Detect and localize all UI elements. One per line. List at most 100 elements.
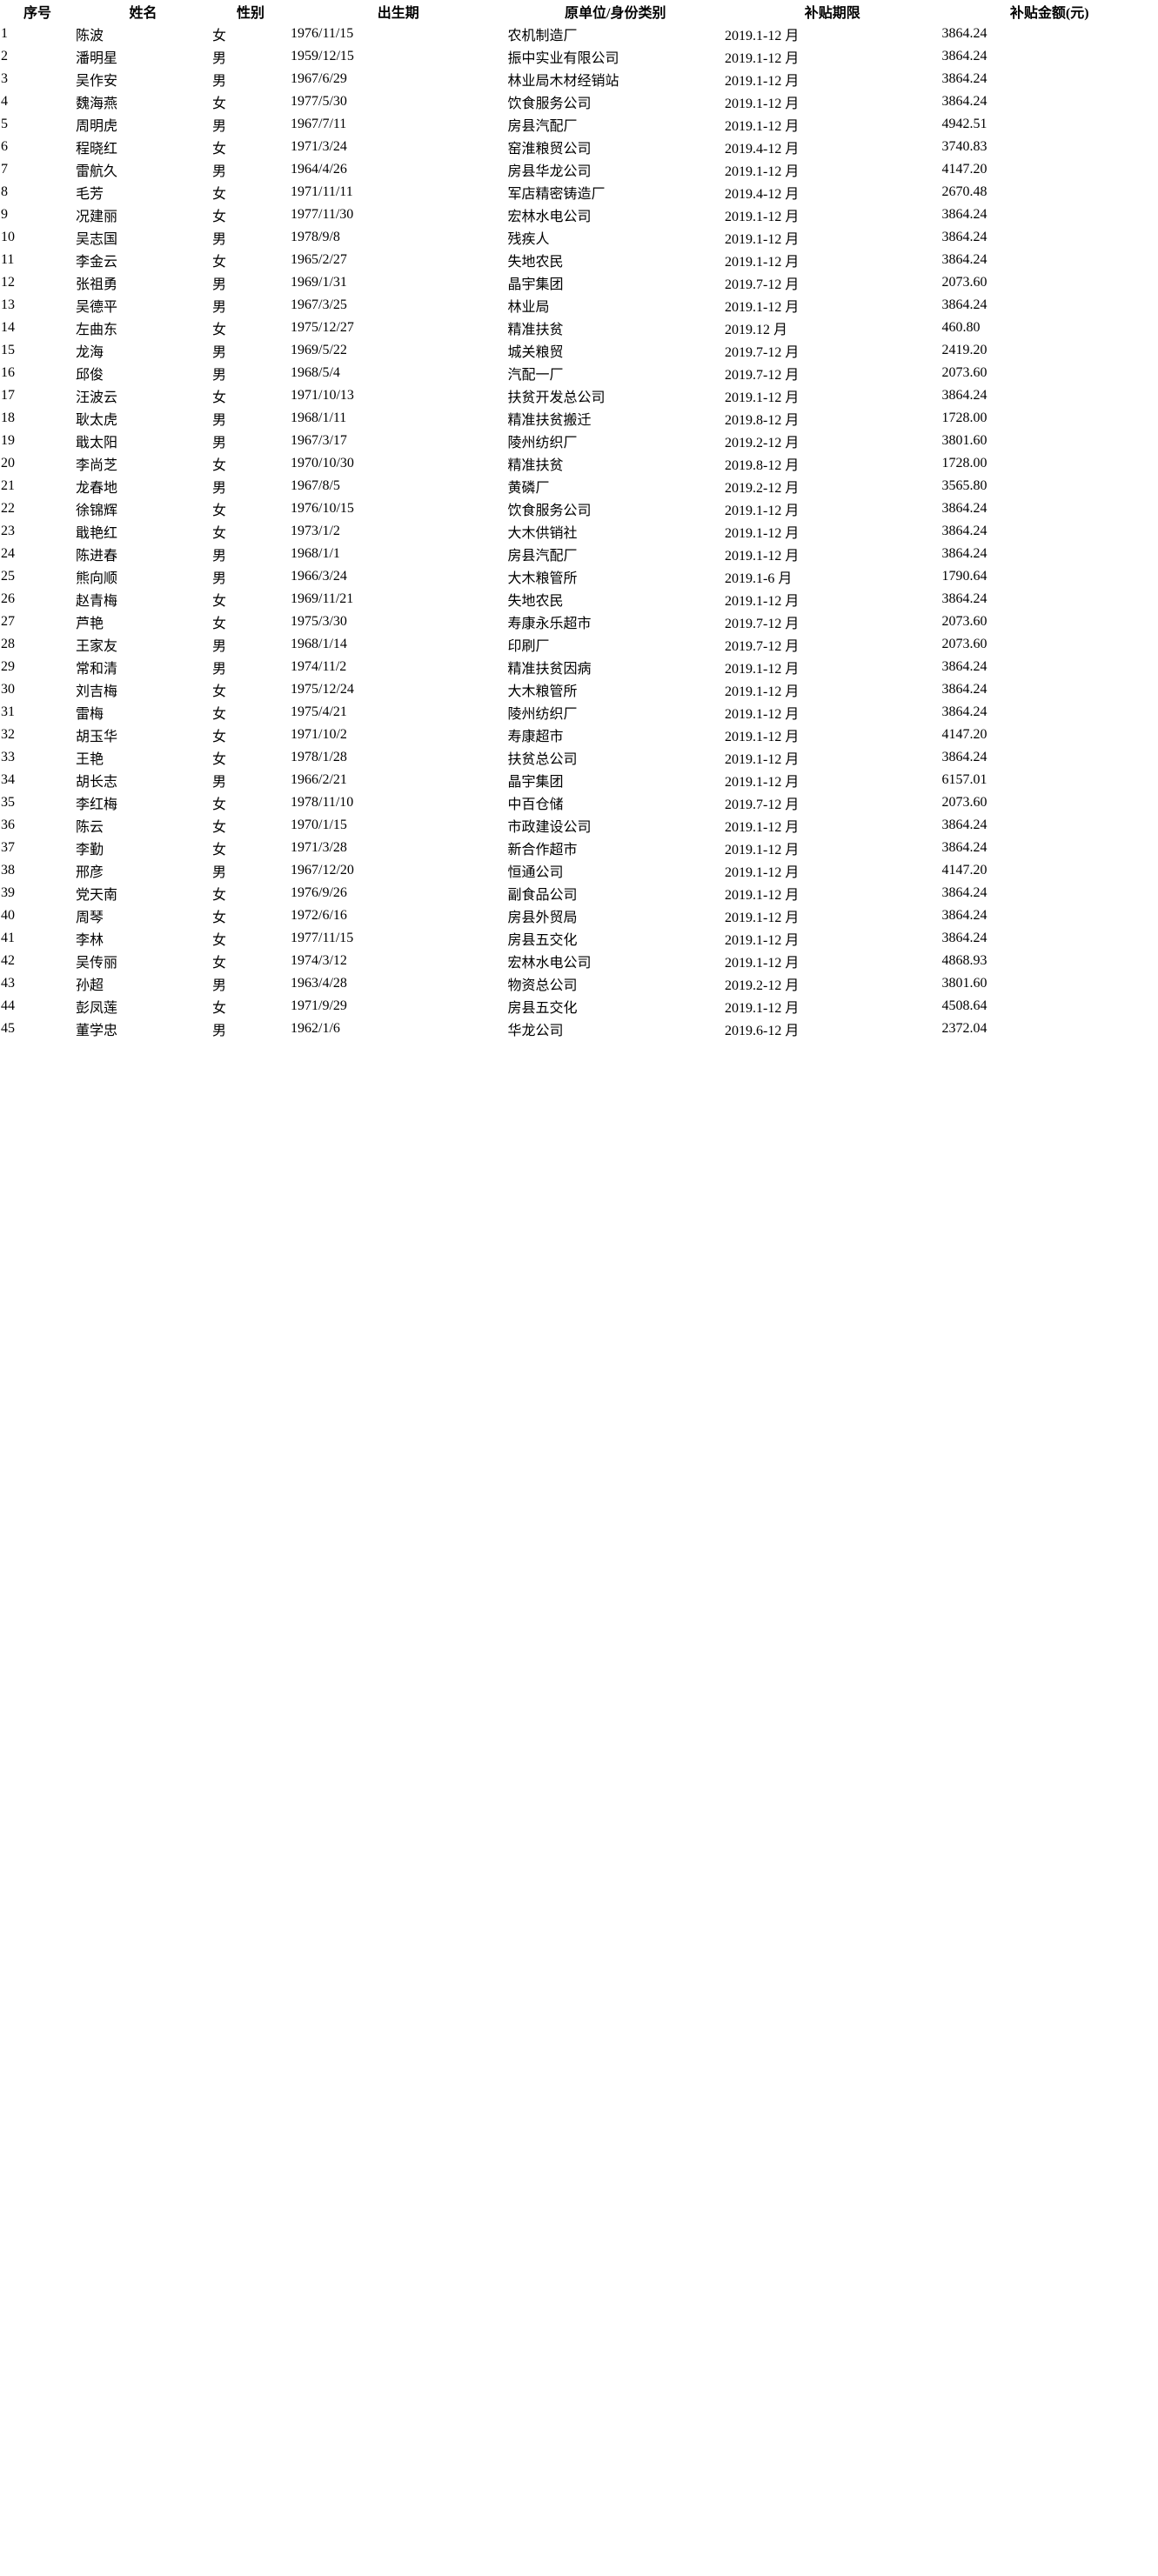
cell-unit: 陵州纺织厂: [507, 436, 578, 450]
cell-unit: 陵州纺织厂: [507, 707, 578, 722]
cell-unit: 军店精密铸造厂: [507, 187, 606, 202]
cell-unit: 窑淮粮贸公司: [507, 142, 592, 157]
cell-birth: 1969/11/21: [291, 591, 354, 606]
cell-amount: 4868.93: [941, 953, 987, 968]
cell-seq: 9: [1, 207, 8, 222]
cell-period: 2019.1-12 月: [725, 164, 800, 179]
cell-amount: 2419.20: [941, 343, 987, 357]
cell-birth: 1967/3/17: [291, 433, 347, 448]
cell-seq: 12: [1, 275, 15, 290]
cell-unit: 残疾人: [507, 232, 550, 247]
cell-period: 2019.6-12 月: [725, 1024, 800, 1038]
cell-name: 龙海: [76, 345, 104, 360]
cell-sex: 女: [212, 458, 227, 473]
cell-sex: 女: [212, 820, 227, 835]
cell-seq: 31: [1, 704, 15, 719]
table-row: 12 张祖勇 男 1969/1/31 晶宇集团 2019.7-12 月 2073.60: [0, 271, 1158, 294]
cell-name: 潘明星: [76, 51, 118, 66]
cell-name: 陈云: [76, 820, 104, 835]
cell-birth: 1967/7/11: [291, 117, 347, 131]
cell-period: 2019.1-12 月: [725, 97, 800, 111]
cell-sex: 女: [212, 617, 227, 631]
cell-seq: 2: [1, 49, 8, 63]
table-row: 13 吴德平 男 1967/3/25 林业局 2019.1-12 月 3864.24: [0, 294, 1158, 317]
cell-unit: 华龙公司: [507, 1024, 564, 1038]
cell-amount: 460.80: [941, 320, 981, 335]
cell-sex: 女: [212, 684, 227, 699]
cell-name: 陈进春: [76, 549, 118, 564]
cell-birth: 1978/9/8: [291, 230, 340, 244]
table-row: 20 李尚芝 女 1970/10/30 精准扶贫 2019.8-12 月 1728.00: [0, 452, 1158, 475]
cell-unit: 印刷厂: [507, 639, 550, 654]
cell-sex: 女: [212, 210, 227, 224]
cell-amount: 3864.24: [941, 297, 987, 312]
cell-period: 2019.7-12 月: [725, 368, 800, 383]
cell-period: 2019.1-12 月: [725, 662, 800, 677]
table-row: 3 吴作安 男 1967/6/29 林业局木材经销站 2019.1-12 月 3864.24: [0, 68, 1158, 90]
cell-period: 2019.1-12 月: [725, 1001, 800, 1016]
table-row: 17 汪波云 女 1971/10/13 扶贫开发总公司 2019.1-12 月 3864.2…: [0, 384, 1158, 407]
cell-seq: 27: [1, 614, 15, 629]
cell-sex: 女: [212, 933, 227, 948]
column-header-birth: 出生期: [377, 6, 419, 21]
cell-unit: 林业局木材经销站: [507, 74, 619, 89]
cell-period: 2019.2-12 月: [725, 978, 800, 993]
table-row: 26 赵青梅 女 1969/11/21 失地农民 2019.1-12 月 3864.24: [0, 588, 1158, 611]
cell-amount: 3864.24: [941, 546, 987, 561]
cell-name: 雷航久: [76, 164, 118, 179]
cell-name: 戢艳红: [76, 526, 118, 541]
cell-period: 2019.1-12 月: [725, 775, 800, 790]
column-header-name: 姓名: [129, 6, 157, 21]
cell-seq: 3: [1, 71, 8, 86]
cell-sex: 男: [212, 978, 227, 993]
cell-unit: 振中实业有限公司: [507, 51, 619, 66]
cell-seq: 38: [1, 863, 15, 878]
cell-period: 2019.1-12 月: [725, 29, 800, 43]
cell-name: 王艳: [76, 752, 104, 767]
cell-unit: 失地农民: [507, 594, 564, 609]
cell-sex: 女: [212, 911, 227, 925]
cell-seq: 1: [1, 26, 8, 41]
cell-amount: 2073.60: [941, 614, 987, 629]
cell-name: 孙超: [76, 978, 104, 993]
cell-sex: 男: [212, 571, 227, 586]
cell-name: 邱俊: [76, 368, 104, 383]
cell-unit: 城关粮贸: [507, 345, 564, 360]
cell-amount: 3864.24: [941, 388, 987, 403]
table-row: 25 熊向顺 男 1966/3/24 大木粮管所 2019.1-6 月 1790.64: [0, 565, 1158, 588]
table-row: 16 邱俊 男 1968/5/4 汽配一厂 2019.7-12 月 2073.60: [0, 362, 1158, 384]
cell-period: 2019.1-12 月: [725, 956, 800, 971]
cell-unit: 中百仓储: [507, 797, 564, 812]
cell-unit: 新合作超市: [507, 843, 578, 858]
table-header-row: 序号 姓名 性别 出生期 原单位/身份类别 补贴期限 补贴金额(元): [0, 0, 1158, 23]
cell-name: 魏海燕: [76, 97, 118, 111]
cell-birth: 1967/6/29: [291, 71, 347, 86]
cell-seq: 13: [1, 297, 15, 312]
cell-birth: 1967/12/20: [291, 863, 354, 878]
cell-birth: 1977/11/30: [291, 207, 354, 222]
cell-amount: 4147.20: [941, 863, 987, 878]
cell-birth: 1969/5/22: [291, 343, 347, 357]
cell-amount: 3864.24: [941, 885, 987, 900]
cell-birth: 1966/2/21: [291, 772, 347, 787]
cell-sex: 男: [212, 413, 227, 428]
cell-seq: 44: [1, 998, 15, 1013]
table-row: 41 李林 女 1977/11/15 房县五交化 2019.1-12 月 3864.24: [0, 927, 1158, 950]
cell-name: 李尚芝: [76, 458, 118, 473]
cell-seq: 29: [1, 659, 15, 674]
cell-unit: 房县五交化: [507, 933, 578, 948]
cell-sex: 男: [212, 51, 227, 66]
cell-name: 常和清: [76, 662, 118, 677]
cell-sex: 女: [212, 255, 227, 270]
cell-seq: 30: [1, 682, 15, 697]
cell-birth: 1972/6/16: [291, 908, 347, 923]
table-row: 22 徐锦辉 女 1976/10/15 饮食服务公司 2019.1-12 月 3864.24: [0, 497, 1158, 520]
cell-period: 2019.1-12 月: [725, 730, 800, 744]
table-row: 45 董学忠 男 1962/1/6 华龙公司 2019.6-12 月 2372.04: [0, 1018, 1158, 1040]
cell-seq: 4: [1, 94, 8, 109]
cell-name: 耿太虎: [76, 413, 118, 428]
cell-unit: 黄磷厂: [507, 481, 550, 496]
cell-period: 2019.8-12 月: [725, 458, 800, 473]
cell-unit: 林业局: [507, 300, 550, 315]
cell-amount: 4147.20: [941, 162, 987, 177]
